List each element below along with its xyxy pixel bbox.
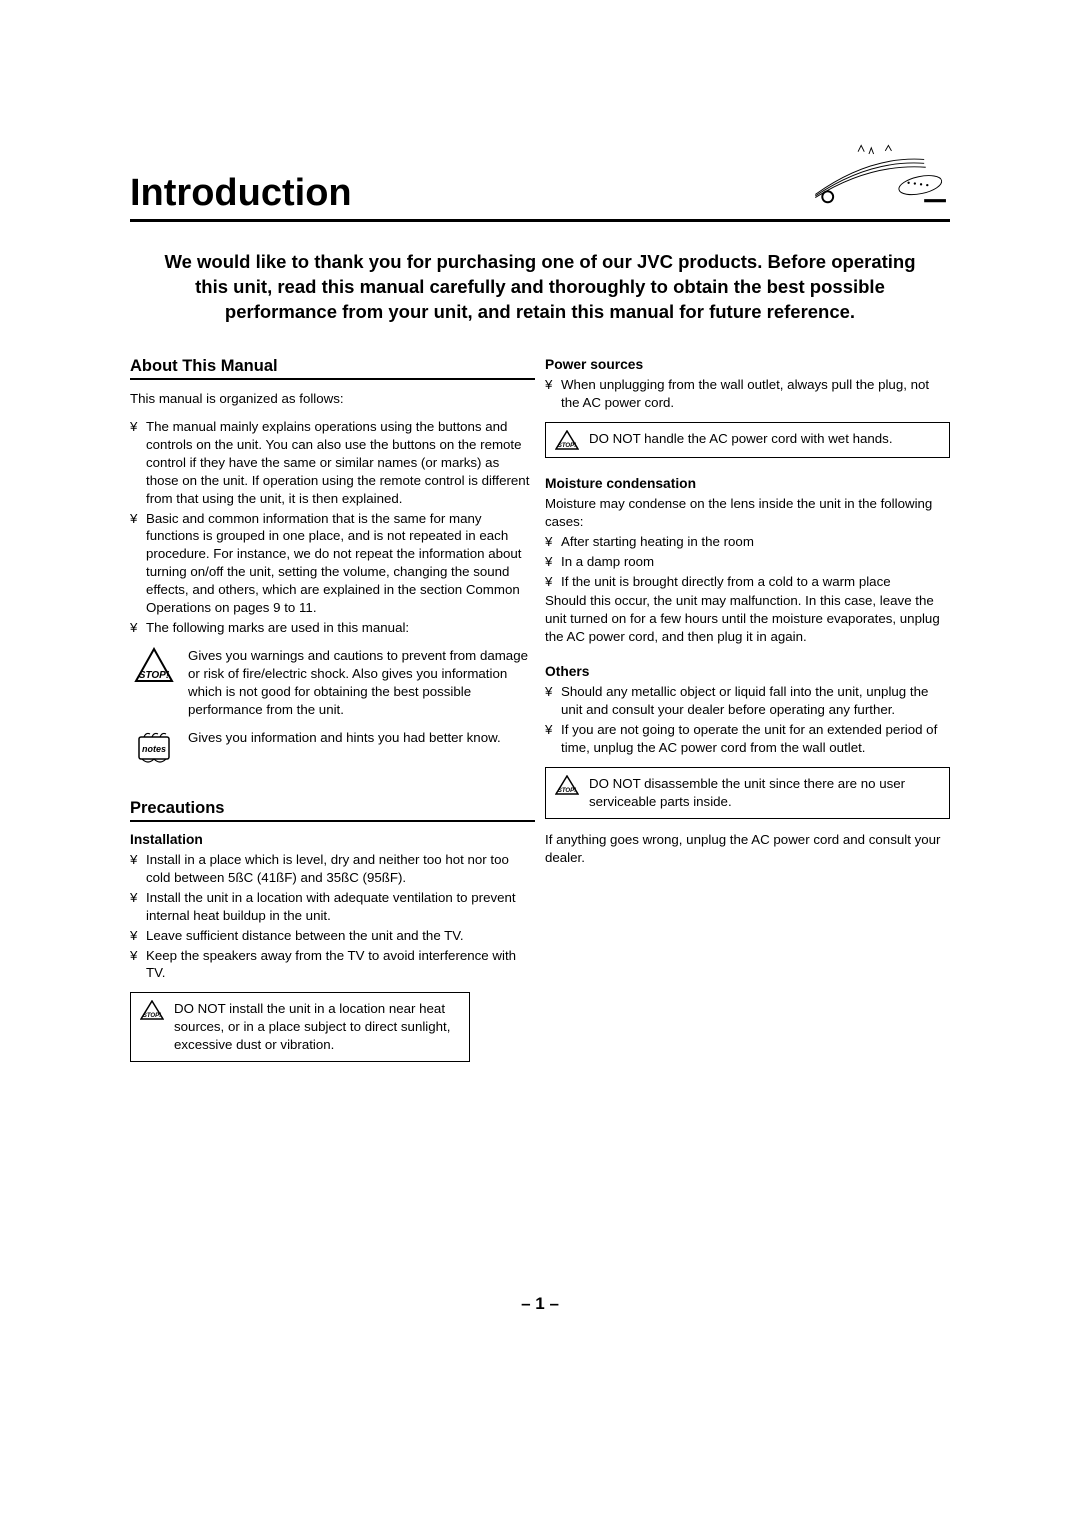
section-rule: [130, 820, 535, 822]
moisture-outro: Should this occur, the unit may malfunct…: [545, 592, 950, 646]
others-outro: If anything goes wrong, unplug the AC po…: [545, 831, 950, 867]
bullet-icon: ¥: [130, 418, 146, 508]
bullet-text: After starting heating in the room: [561, 533, 950, 551]
bullet-icon: ¥: [545, 376, 561, 412]
precautions-heading: Precautions: [130, 799, 535, 818]
bullet-icon: ¥: [545, 683, 561, 719]
list-item: ¥ The manual mainly explains operations …: [130, 418, 535, 508]
bullet-icon: ¥: [130, 619, 146, 637]
page-number: – 1 –: [130, 1294, 950, 1314]
svg-text:STOP!: STOP!: [139, 670, 170, 681]
moisture-intro: Moisture may condense on the lens inside…: [545, 495, 950, 531]
moisture-subhead: Moisture condensation: [545, 476, 950, 491]
installation-bullets: ¥ Install in a place which is level, dry…: [130, 851, 535, 983]
bullet-text: Install in a place which is level, dry a…: [146, 851, 535, 887]
bullet-icon: ¥: [130, 851, 146, 887]
list-item: ¥ Leave sufficient distance between the …: [130, 927, 535, 945]
section-rule: [130, 378, 535, 380]
right-column: Power sources ¥ When unplugging from the…: [545, 357, 950, 1074]
list-item: ¥ In a damp room: [545, 553, 950, 571]
svg-text:STOP!: STOP!: [558, 443, 576, 449]
notes-description: Gives you information and hints you had …: [188, 729, 535, 769]
bullet-text: When unplugging from the wall outlet, al…: [561, 376, 950, 412]
power-sources-subhead: Power sources: [545, 357, 950, 372]
others-warning-box: STOP! DO NOT disassemble the unit since …: [545, 767, 950, 819]
power-warning-box: STOP! DO NOT handle the AC power cord wi…: [545, 422, 950, 458]
bullet-text: The manual mainly explains operations us…: [146, 418, 535, 508]
list-item: ¥ Basic and common information that is t…: [130, 510, 535, 618]
stop-description: Gives you warnings and cautions to preve…: [188, 647, 535, 719]
list-item: ¥ Install in a place which is level, dry…: [130, 851, 535, 887]
warning-text: DO NOT disassemble the unit since there …: [589, 775, 940, 811]
bullet-text: Install the unit in a location with adeq…: [146, 889, 535, 925]
svg-text:STOP!: STOP!: [143, 1013, 161, 1019]
about-manual-heading: About This Manual: [130, 357, 535, 376]
notes-icon: notes: [130, 729, 178, 769]
bullet-icon: ¥: [545, 553, 561, 571]
bullet-icon: ¥: [545, 573, 561, 591]
bullet-icon: ¥: [545, 721, 561, 757]
list-item: ¥ When unplugging from the wall outlet, …: [545, 376, 950, 412]
power-bullets: ¥ When unplugging from the wall outlet, …: [545, 376, 950, 412]
bullet-text: Leave sufficient distance between the un…: [146, 927, 535, 945]
bullet-icon: ¥: [130, 889, 146, 925]
notes-mark-row: notes Gives you information and hints yo…: [130, 729, 535, 769]
stop-mark-row: STOP! Gives you warnings and cautions to…: [130, 647, 535, 719]
thank-you-text: We would like to thank you for purchasin…: [160, 250, 920, 325]
title-rule: [130, 219, 950, 222]
about-bullets: ¥ The manual mainly explains operations …: [130, 418, 535, 637]
warning-text: DO NOT install the unit in a location ne…: [174, 1000, 460, 1054]
warning-text: DO NOT handle the AC power cord with wet…: [589, 430, 940, 448]
install-warning-box: STOP! DO NOT install the unit in a locat…: [130, 992, 470, 1062]
bullet-text: If the unit is brought directly from a c…: [561, 573, 950, 591]
list-item: ¥ Keep the speakers away from the TV to …: [130, 947, 535, 983]
stop-icon: STOP!: [130, 647, 178, 719]
svg-text:notes: notes: [142, 744, 166, 754]
bullet-text: In a damp room: [561, 553, 950, 571]
left-column: About This Manual This manual is organiz…: [130, 357, 535, 1074]
others-subhead: Others: [545, 664, 950, 679]
list-item: ¥ Should any metallic object or liquid f…: [545, 683, 950, 719]
title-row: Introduction: [130, 140, 950, 215]
stop-icon: STOP!: [555, 775, 581, 795]
moisture-bullets: ¥ After starting heating in the room ¥ I…: [545, 533, 950, 591]
stop-icon: STOP!: [140, 1000, 166, 1020]
bullet-text: The following marks are used in this man…: [146, 619, 535, 637]
svg-text:STOP!: STOP!: [558, 788, 576, 794]
bullet-icon: ¥: [130, 927, 146, 945]
list-item: ¥ If the unit is brought directly from a…: [545, 573, 950, 591]
bullet-icon: ¥: [130, 510, 146, 618]
precautions-block: Precautions Installation ¥ Install in a …: [130, 799, 535, 1062]
installation-subhead: Installation: [130, 832, 535, 847]
content-columns: About This Manual This manual is organiz…: [130, 357, 950, 1074]
page-title: Introduction: [130, 172, 352, 215]
bullet-text: Keep the speakers away from the TV to av…: [146, 947, 535, 983]
bullet-text: Basic and common information that is the…: [146, 510, 535, 618]
list-item: ¥ Install the unit in a location with ad…: [130, 889, 535, 925]
others-bullets: ¥ Should any metallic object or liquid f…: [545, 683, 950, 757]
about-intro: This manual is organized as follows:: [130, 390, 535, 408]
bullet-text: Should any metallic object or liquid fal…: [561, 683, 950, 719]
bullet-icon: ¥: [545, 533, 561, 551]
decor-recorder-icon: [805, 140, 950, 215]
list-item: ¥ The following marks are used in this m…: [130, 619, 535, 637]
manual-page: Introduction We would like to thank you …: [0, 0, 1080, 1354]
bullet-icon: ¥: [130, 947, 146, 983]
bullet-text: If you are not going to operate the unit…: [561, 721, 950, 757]
stop-icon: STOP!: [555, 430, 581, 450]
list-item: ¥ After starting heating in the room: [545, 533, 950, 551]
list-item: ¥ If you are not going to operate the un…: [545, 721, 950, 757]
